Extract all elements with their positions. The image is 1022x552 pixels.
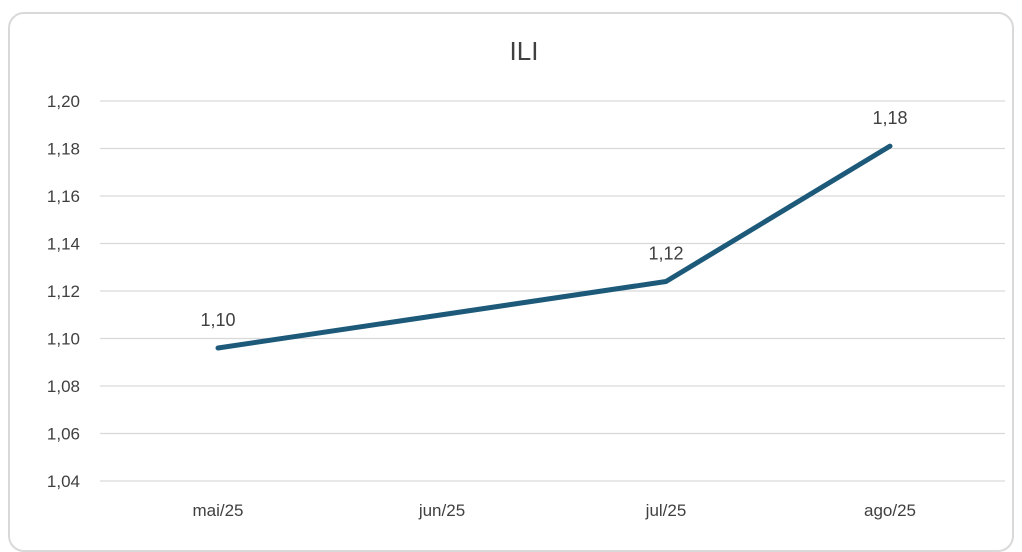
x-tick-label: ago/25 (864, 501, 916, 520)
data-labels: 1,10 1,12 1,18 (200, 108, 907, 330)
y-tick-label: 1,16 (47, 187, 80, 206)
y-tick-label: 1,04 (47, 472, 80, 491)
y-tick-label: 1,08 (47, 377, 80, 396)
line-chart: ILI 1,04 1,06 1,08 1,10 1,12 1,14 1,16 1,18 1,20… (47, 36, 1005, 520)
gridlines (100, 100, 1005, 482)
chart-title: ILI (510, 36, 539, 66)
series-line (215, 143, 893, 351)
data-label: 1,10 (200, 310, 235, 330)
x-tick-label: jul/25 (645, 501, 687, 520)
y-tick-label: 1,14 (47, 235, 80, 254)
data-label: 1,12 (648, 244, 683, 264)
y-tick-label: 1,12 (47, 282, 80, 301)
y-tick-label: 1,18 (47, 140, 80, 159)
x-axis-ticks: mai/25 jun/25 jul/25 ago/25 (192, 501, 916, 520)
y-axis-ticks: 1,04 1,06 1,08 1,10 1,12 1,14 1,16 1,18 1,20 (47, 92, 80, 491)
x-tick-label: mai/25 (192, 501, 243, 520)
series-layer (215, 143, 893, 351)
data-label: 1,18 (872, 108, 907, 128)
y-tick-label: 1,10 (47, 330, 80, 349)
chart-frame (8, 12, 1014, 552)
x-tick-label: jun/25 (418, 501, 465, 520)
y-tick-label: 1,06 (47, 425, 80, 444)
y-tick-label: 1,20 (47, 92, 80, 111)
